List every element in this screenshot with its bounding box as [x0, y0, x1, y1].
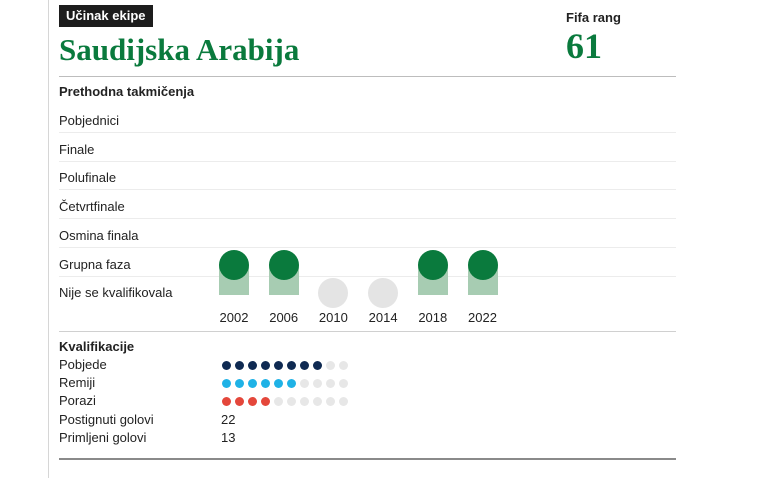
result-dot — [219, 249, 249, 280]
goals-against-value: 13 — [221, 430, 236, 445]
qualification-dot — [248, 361, 257, 370]
qualification-dot — [235, 397, 244, 406]
qualification-dot-empty — [313, 397, 322, 406]
qualification-dot-empty — [300, 397, 309, 406]
qualification-dot — [222, 397, 231, 406]
stage-label: Četvrtfinale — [59, 199, 125, 215]
stage-gridline — [59, 246, 676, 248]
previous-title: Prethodna takmičenja — [59, 84, 195, 99]
result-dot — [417, 249, 448, 280]
losses-label: Porazi — [59, 393, 96, 408]
year-label: 2014 — [368, 310, 398, 325]
qualification-dot — [248, 379, 257, 388]
qualification-dot — [300, 361, 309, 370]
result-dot-not-qualified — [318, 278, 349, 309]
stage-label: Polufinale — [59, 170, 117, 186]
year-label: 2022 — [468, 310, 497, 325]
qualification-dot — [235, 361, 244, 370]
qualification-dot — [222, 361, 231, 370]
qualification-dot — [261, 361, 270, 370]
year-label: 2010 — [318, 310, 348, 325]
stage-gridline — [59, 275, 676, 277]
qualification-dot-empty — [326, 379, 335, 388]
qualification-title: Kvalifikacije — [59, 339, 135, 354]
qualification-dot-empty — [313, 379, 322, 388]
qualification-dot — [274, 379, 283, 388]
qualification-dot-empty — [287, 397, 296, 406]
stage-label: Osmina finala — [59, 227, 139, 243]
stage-label: Grupna faza — [59, 256, 131, 272]
qualification-dot-empty — [274, 397, 283, 406]
stage-gridline — [59, 132, 676, 133]
draws-label: Remiji — [59, 375, 96, 390]
header-divider — [59, 76, 676, 77]
result-dot-not-qualified — [368, 278, 399, 309]
qualification-dot — [261, 397, 270, 406]
qualification-dot — [274, 361, 283, 370]
stage-label: Nije se kvalifikovala — [59, 285, 173, 301]
qualification-dot-empty — [300, 379, 309, 388]
wins-label: Pobjede — [59, 357, 107, 372]
year-label: 2002 — [219, 310, 249, 325]
qualification-dot — [248, 397, 257, 406]
qualification-dot — [287, 379, 296, 388]
year-label: 2018 — [418, 310, 448, 325]
bottom-divider — [59, 458, 676, 460]
stage-gridline — [59, 189, 676, 191]
goals-against-label: Primljeni golovi — [59, 430, 147, 445]
result-dot — [268, 249, 299, 280]
qualification-dot-empty — [339, 379, 348, 388]
page-title: Saudijska Arabija — [59, 32, 300, 67]
qualification-dot-empty — [339, 361, 348, 370]
goals-for-value: 22 — [221, 412, 236, 427]
qualification-dot — [222, 379, 231, 388]
year-label: 2006 — [269, 310, 299, 325]
frame-border — [48, 0, 49, 478]
stage-gridline — [59, 218, 676, 220]
fifa-rank-label: Fifa rang — [566, 10, 621, 25]
stage-label: Finale — [59, 141, 95, 157]
qualification-dot — [287, 361, 296, 370]
qualification-dot-empty — [339, 397, 348, 406]
stage-label: Pobjednici — [59, 113, 119, 128]
stage-gridline — [59, 160, 676, 162]
qualification-dot — [261, 379, 270, 388]
qualification-dot — [235, 379, 244, 388]
qualification-dot-empty — [326, 397, 335, 406]
goals-for-label: Postignuti golovi — [59, 412, 154, 427]
section-tag: Učinak ekipe — [59, 5, 153, 27]
qualification-dot-empty — [326, 361, 335, 370]
fifa-rank-value: 61 — [566, 26, 602, 66]
qualification-dot — [313, 361, 322, 370]
result-dot — [467, 249, 498, 280]
chart-divider — [59, 331, 676, 332]
